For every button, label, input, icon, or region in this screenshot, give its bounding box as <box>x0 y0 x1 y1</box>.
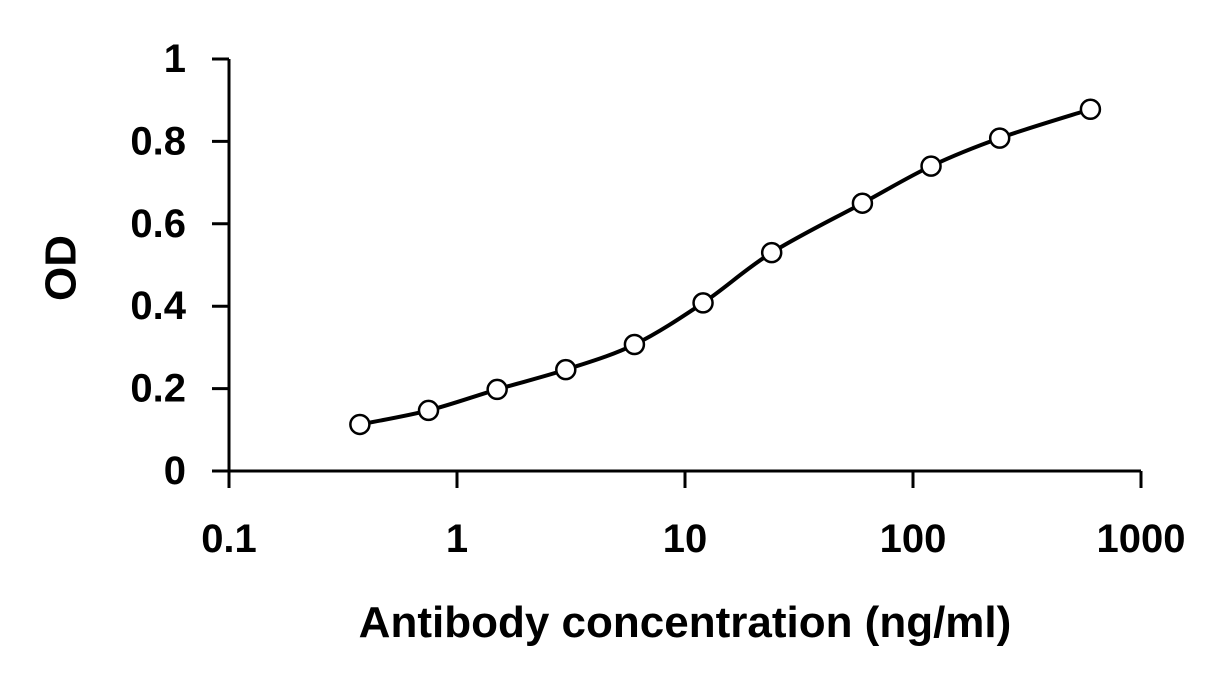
x-tick-label: 0.1 <box>201 517 257 561</box>
y-axis-ticks: 0 0.2 0.4 0.6 0.8 1 <box>130 37 229 493</box>
x-axis-ticks: 0.1 1 10 100 1000 <box>201 471 1185 561</box>
data-point <box>988 127 1011 149</box>
x-tick-label: 10 <box>663 517 708 561</box>
data-point <box>920 155 942 177</box>
data-point <box>760 241 783 264</box>
y-axis-title: OD <box>37 235 86 301</box>
data-point <box>851 192 874 214</box>
x-tick-label: 100 <box>880 517 947 561</box>
y-tick-label: 0.8 <box>130 119 186 163</box>
data-points <box>349 98 1102 436</box>
series-line <box>357 107 1093 427</box>
x-tick-label: 1000 <box>1097 517 1186 561</box>
plot-area: 0 0.2 0.4 0.6 0.8 1 0.1 1 10 100 1000 <box>130 37 1185 561</box>
y-tick-label: 0.2 <box>130 367 186 411</box>
y-tick-label: 0.6 <box>130 202 186 246</box>
data-point <box>417 399 440 422</box>
y-tick-label: 0 <box>164 449 186 493</box>
y-tick-label: 0.4 <box>130 284 186 328</box>
data-point <box>486 378 508 401</box>
y-tick-label: 1 <box>164 37 186 81</box>
data-point <box>555 358 577 381</box>
data-point <box>692 292 714 314</box>
x-tick-label: 1 <box>446 517 468 561</box>
data-point <box>1079 98 1102 121</box>
data-point <box>349 413 371 436</box>
x-axis-title: Antibody concentration (ng/ml) <box>359 598 1012 647</box>
data-point <box>623 333 646 356</box>
